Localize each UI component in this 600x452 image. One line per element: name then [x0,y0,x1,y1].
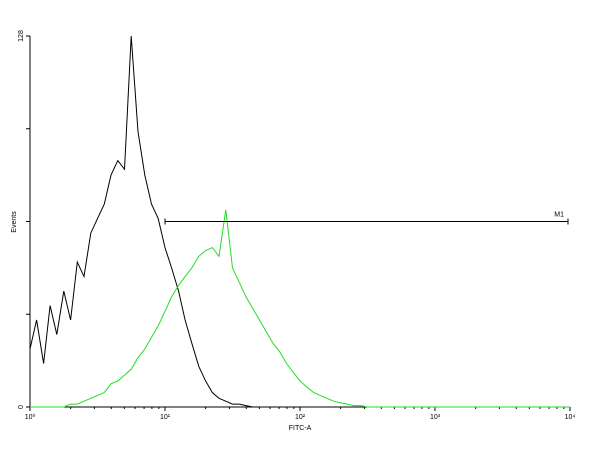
y-tick-label: 0 [18,405,25,409]
x-tick-label: 10⁰ [25,413,36,421]
y-tick-label: 128 [18,30,25,42]
x-tick-label: 10¹ [160,414,171,421]
x-axis-label: FITC-A [289,425,312,432]
x-tick-label: 10⁴ [565,414,576,421]
gate-label: M1 [554,211,564,218]
x-tick-label: 10³ [430,414,441,421]
x-tick-label: 10² [295,414,306,421]
histogram-line [29,35,570,408]
y-axis-label: Events [11,211,18,233]
histogram-line [30,209,570,408]
